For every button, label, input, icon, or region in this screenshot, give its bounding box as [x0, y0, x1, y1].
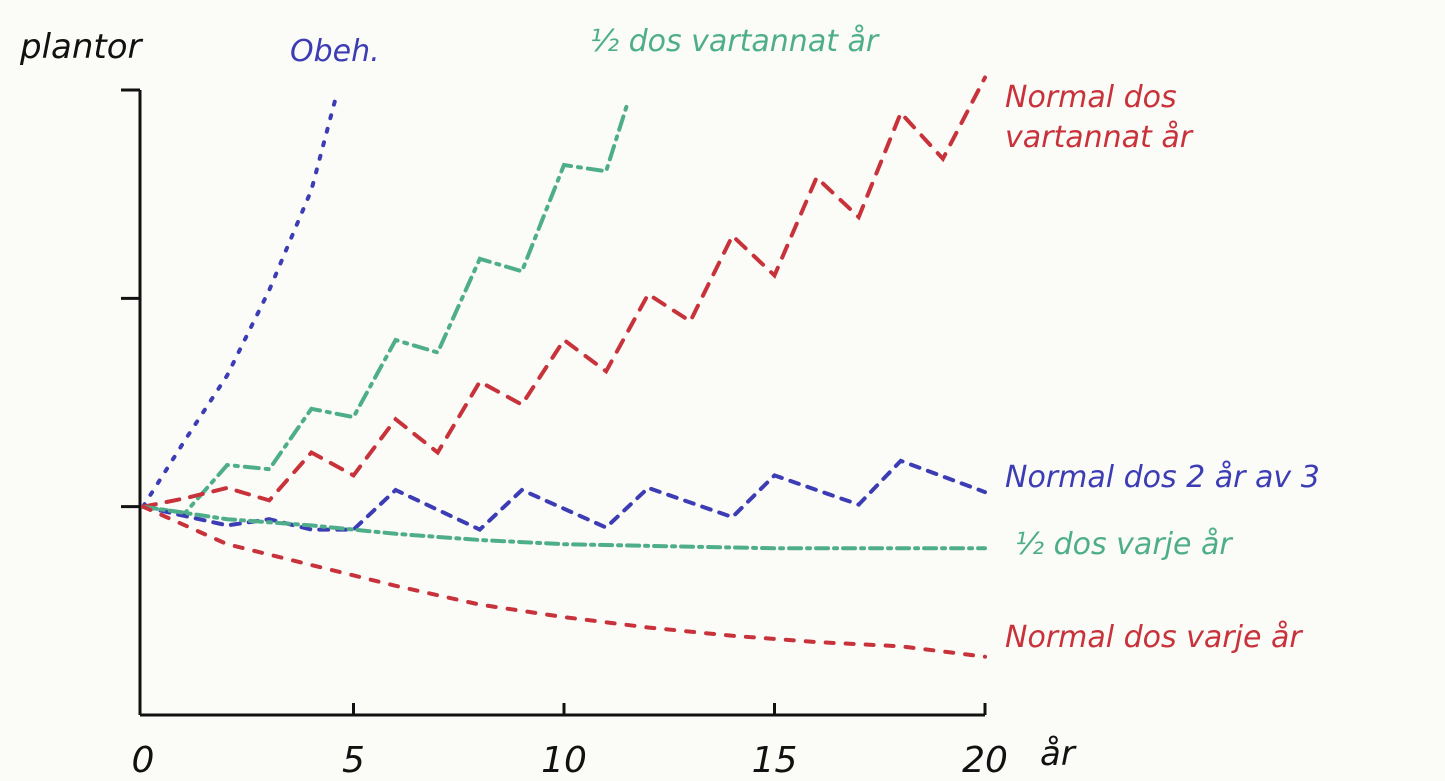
- x-tick-label: 15: [752, 740, 798, 781]
- series-label: Obeh.: [290, 34, 380, 69]
- series-line: [141, 75, 987, 509]
- series-line: [141, 504, 987, 659]
- x-tick-label: 10: [541, 740, 587, 781]
- series-line: [141, 458, 987, 532]
- x-axis-label: år: [1040, 734, 1077, 774]
- series-label: Normal dos varje år: [1005, 620, 1302, 655]
- x-tick-label: 0: [132, 740, 155, 781]
- x-tick-label: 20: [962, 740, 1008, 781]
- series-label: ½ dos varje år: [1015, 527, 1232, 562]
- series-label: ½ dos vartannat år: [590, 24, 879, 59]
- series-line: [141, 504, 987, 551]
- series-line: [141, 92, 339, 509]
- series-label: Normal dos vartannat år: [1005, 80, 1193, 155]
- series-label: Normal dos 2 år av 3: [1005, 460, 1320, 495]
- x-tick-label: 5: [342, 740, 365, 781]
- series-line: [141, 102, 630, 516]
- y-axis-label: plantor: [19, 27, 144, 67]
